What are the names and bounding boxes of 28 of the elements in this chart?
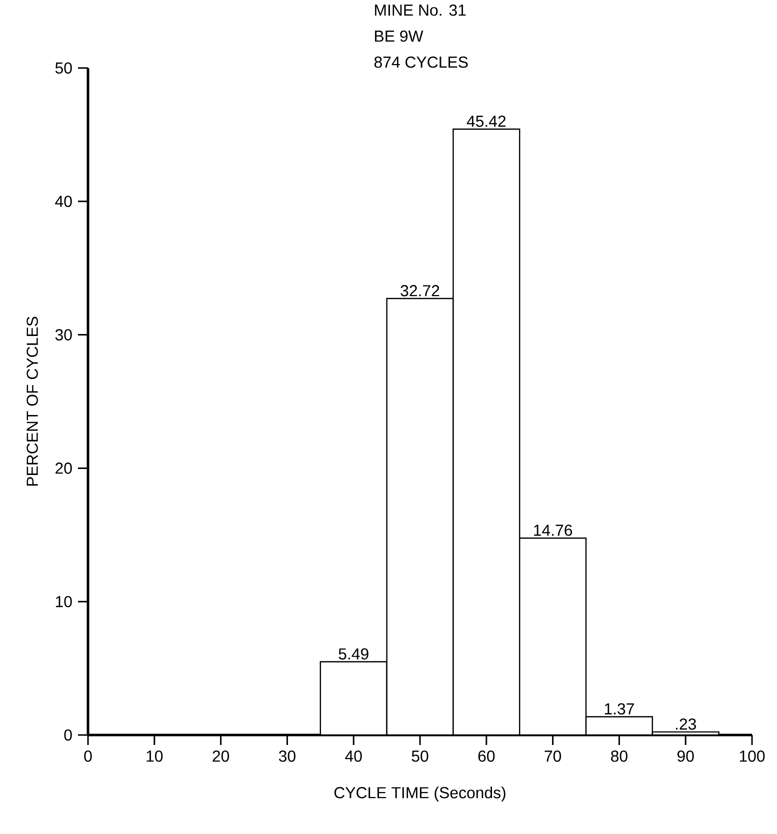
x-axis-title: CYCLE TIME (Seconds) — [334, 786, 506, 802]
x-tick-label: 30 — [278, 750, 296, 762]
y-axis-title: PERCENT OF CYCLES — [26, 316, 38, 486]
data-label: .23 — [676, 718, 696, 730]
chart-title: MINE No. 31 — [375, 4, 466, 16]
x-tick-label: 50 — [412, 750, 428, 762]
data-label: 5.49 — [338, 648, 368, 660]
y-tick-label: 0 — [64, 729, 72, 741]
x-tick-label: 20 — [212, 750, 230, 762]
data-label: 14.76 — [534, 524, 572, 536]
data-label: 45.42 — [466, 116, 506, 127]
x-tick-label: 40 — [345, 750, 362, 762]
y-tick-label: 30 — [55, 329, 72, 340]
x-tick-label: 80 — [611, 750, 628, 762]
x-tick-label: 90 — [677, 750, 694, 762]
x-tick-label: 0 — [84, 750, 92, 762]
x-tick-label: 100 — [740, 750, 765, 762]
data-label: 32.72 — [400, 285, 440, 296]
x-tick-label: 60 — [478, 750, 495, 762]
y-tick-label: 20 — [56, 462, 72, 474]
chart-subtitle: BE 9W — [375, 30, 424, 42]
x-tick-label: 10 — [146, 750, 163, 762]
data-label: 1.37 — [604, 703, 634, 715]
y-tick-label: 40 — [55, 196, 72, 208]
y-tick-label: 50 — [55, 62, 72, 74]
x-tick-label: 70 — [544, 750, 562, 762]
y-tick-label: 10 — [56, 596, 72, 608]
text: 874 CYCLES — [374, 56, 468, 68]
